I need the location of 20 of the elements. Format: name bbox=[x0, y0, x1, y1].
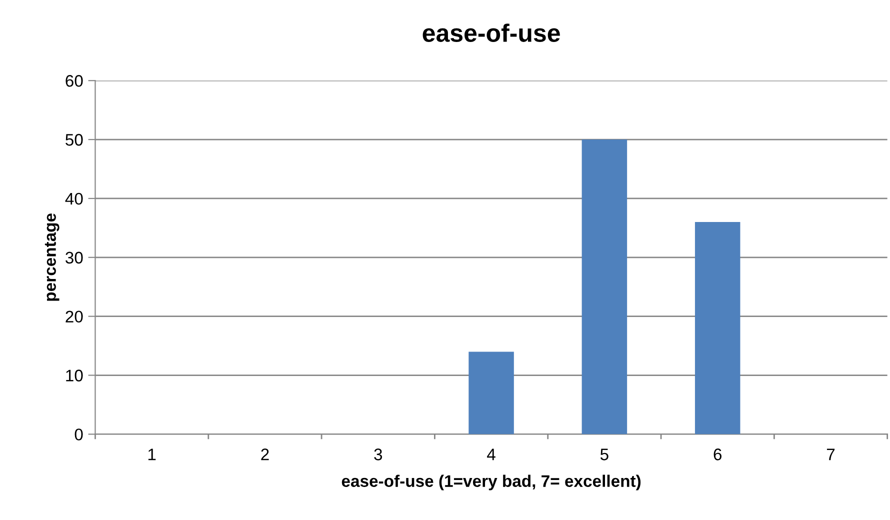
bar bbox=[694, 222, 740, 434]
bar bbox=[582, 140, 628, 434]
chart-title: ease-of-use bbox=[422, 24, 560, 42]
y-tick-label: 50 bbox=[66, 134, 83, 146]
y-tick-label: 40 bbox=[65, 192, 83, 205]
bar bbox=[468, 352, 514, 434]
x-tick-label: 4 bbox=[487, 448, 496, 460]
y-tick-label: 60 bbox=[66, 75, 83, 87]
x-tick-label: 5 bbox=[600, 448, 608, 460]
x-tick-label: 1 bbox=[148, 448, 156, 460]
y-tick-label: 30 bbox=[66, 252, 83, 264]
x-tick-label: 7 bbox=[826, 448, 835, 460]
x-axis-title: ease-of-use (1=very bad, 7= excellent) bbox=[342, 474, 641, 490]
y-axis-title: percentage bbox=[44, 214, 60, 301]
y-tick-label: 10 bbox=[66, 370, 83, 382]
x-tick-label: 2 bbox=[261, 448, 269, 460]
x-tick-label: 3 bbox=[374, 448, 382, 460]
x-tick-label: 6 bbox=[714, 448, 722, 460]
y-tick-label: 0 bbox=[74, 428, 83, 440]
y-tick-label: 20 bbox=[66, 310, 83, 323]
